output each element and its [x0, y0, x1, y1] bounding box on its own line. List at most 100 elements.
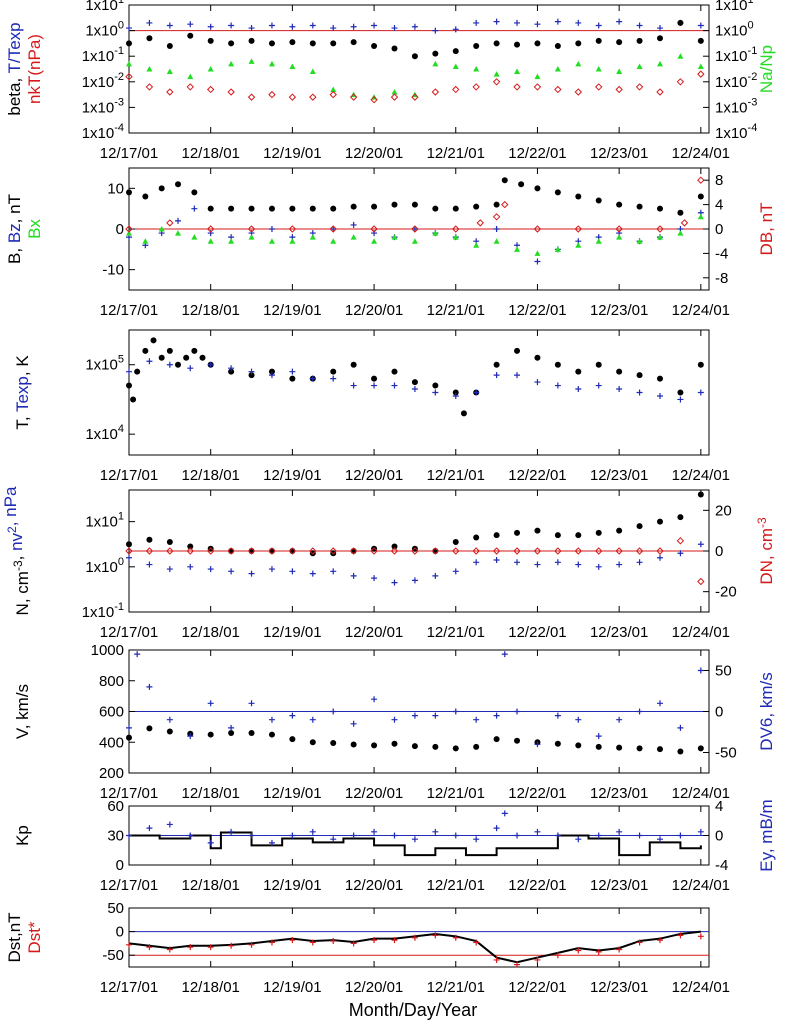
data-point: [207, 361, 214, 368]
data-point: [268, 731, 275, 738]
data-point: [145, 547, 154, 555]
data-point: [248, 832, 255, 839]
data-point: [656, 518, 663, 525]
data-point: [288, 93, 297, 101]
data-point: [656, 88, 664, 96]
data-point: [371, 203, 378, 210]
data-point: [247, 225, 256, 233]
data-point: [595, 733, 602, 740]
data-point: [473, 716, 480, 723]
x-tick-label: 12/20/01: [345, 624, 403, 641]
y-tick-label: 1x10-2: [715, 71, 757, 91]
y-tick-label: 4: [715, 798, 723, 815]
data-point: [391, 234, 398, 240]
data-point: [411, 934, 418, 941]
data-point: [575, 19, 582, 26]
data-point: [534, 185, 541, 192]
panel-7: 50 0 -50 Dst,nT Dst*: [5, 900, 710, 968]
data-point: [493, 825, 500, 832]
data-point: [636, 22, 643, 29]
data-point: [574, 225, 583, 233]
data-point: [518, 181, 525, 188]
y-tick-label: 0: [116, 221, 124, 238]
data-point: [130, 396, 137, 403]
data-point: [350, 832, 357, 839]
data-point: [533, 225, 542, 233]
data-point: [574, 547, 583, 555]
data-point: [574, 88, 583, 96]
y-tick-label: -10: [102, 262, 124, 279]
x-tick-label: 12/17/01: [100, 624, 158, 641]
data-point: [514, 832, 521, 839]
data-point: [676, 78, 685, 86]
data-point: [452, 48, 459, 55]
series-1: [129, 831, 702, 857]
x-tick-label: 12/18/01: [181, 877, 239, 894]
data-point: [595, 66, 602, 72]
data-point: [636, 708, 643, 715]
data-point: [411, 226, 418, 232]
data-point: [391, 368, 398, 375]
y-tick-label: 1x101: [85, 0, 124, 14]
x-tick-label: 12/21/01: [427, 877, 485, 894]
data-point: [228, 368, 235, 375]
data-point: [575, 532, 582, 539]
y2-axis-title: DN, cm-3: [755, 517, 776, 585]
data-point: [146, 19, 153, 26]
data-point: [371, 828, 378, 835]
data-point: [166, 219, 174, 227]
data-point: [330, 205, 337, 212]
data-point: [228, 724, 235, 731]
y-tick-label: 1x101: [85, 511, 124, 531]
data-point: [595, 743, 602, 750]
data-point: [636, 939, 643, 946]
data-point: [432, 60, 439, 67]
data-point: [126, 832, 132, 839]
y-tick-label: 0: [715, 543, 723, 560]
x-tick-label: 12/22/01: [508, 624, 566, 641]
data-point: [391, 543, 398, 550]
data-point: [228, 60, 235, 67]
data-point: [268, 372, 275, 379]
data-point: [191, 347, 198, 354]
y-axis-title-2: Bx: [25, 219, 44, 239]
data-point: [616, 716, 623, 723]
x-tick-label: 12/20/01: [345, 145, 403, 162]
data-point: [677, 396, 684, 403]
data-point: [289, 712, 296, 719]
data-point: [432, 572, 439, 579]
data-point: [493, 372, 500, 379]
y-tick-label: 0: [116, 924, 124, 941]
x-tick-label: 12/23/01: [590, 145, 648, 162]
data-point: [309, 939, 316, 946]
data-point: [126, 60, 132, 67]
y-tick-label: 1x10-4: [715, 122, 757, 142]
data-point: [309, 68, 316, 75]
data-point: [166, 347, 173, 354]
data-point: [533, 547, 542, 555]
x-tick-label: 12/24/01: [672, 877, 730, 894]
data-point: [452, 85, 460, 94]
data-point: [411, 547, 419, 555]
y-tick-label: 0: [715, 828, 723, 845]
data-point: [350, 741, 357, 748]
data-point: [187, 543, 194, 550]
data-point: [370, 96, 378, 104]
data-point: [309, 739, 316, 746]
data-point: [554, 712, 561, 719]
data-point: [677, 514, 684, 521]
series-2: [126, 810, 704, 846]
data-point: [289, 368, 296, 375]
data-point: [432, 382, 439, 389]
x-tick-label: 12/23/01: [590, 877, 648, 894]
data-point: [473, 203, 480, 210]
data-point: [228, 730, 235, 737]
data-point: [350, 720, 357, 727]
data-point: [411, 53, 418, 60]
data-point: [390, 93, 399, 101]
series-1: [126, 177, 704, 216]
data-point: [411, 23, 418, 30]
y-axis-title: Dst,nT: [5, 912, 24, 962]
data-point: [146, 561, 153, 568]
